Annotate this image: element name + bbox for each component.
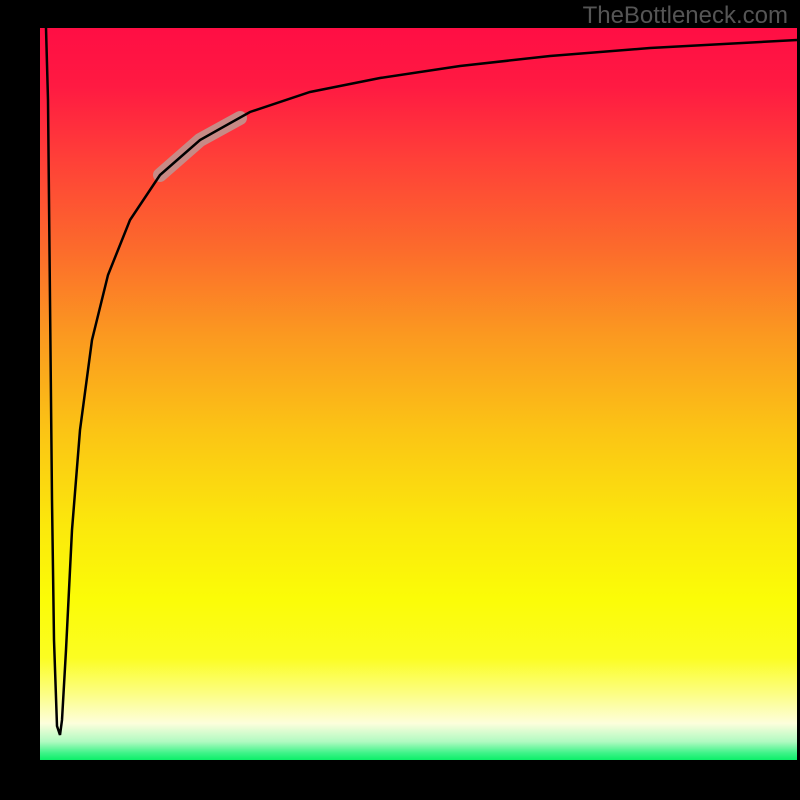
plot-area bbox=[40, 28, 797, 760]
chart-container: TheBottleneck.com bbox=[0, 0, 800, 800]
attribution-text: TheBottleneck.com bbox=[583, 2, 788, 30]
chart-svg bbox=[0, 0, 800, 800]
